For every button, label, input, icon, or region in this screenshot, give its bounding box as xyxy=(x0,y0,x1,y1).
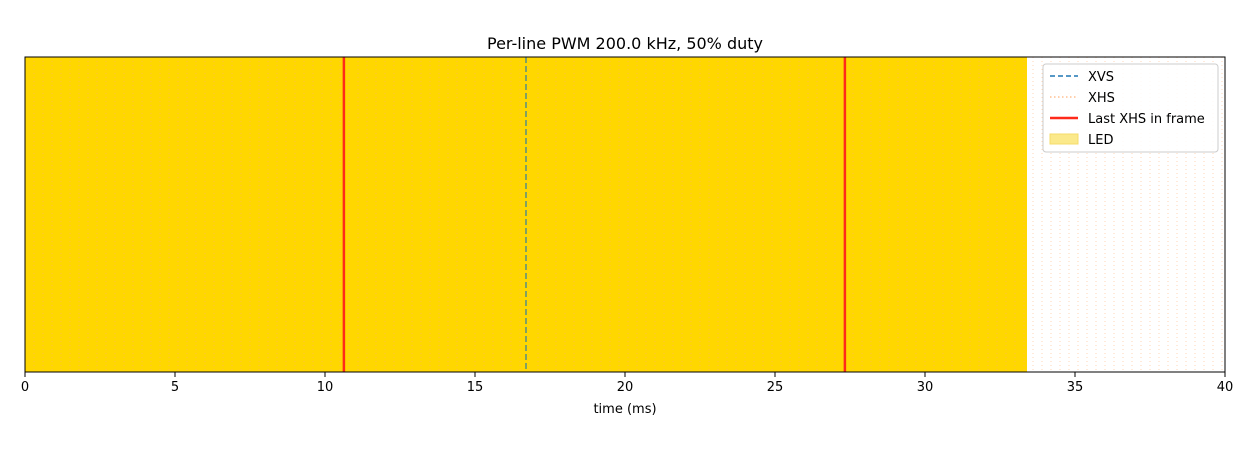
x-tick-label: 0 xyxy=(21,380,29,395)
x-tick-label: 25 xyxy=(767,380,784,395)
legend-label: Last XHS in frame xyxy=(1088,112,1205,127)
x-tick-label: 40 xyxy=(1217,380,1234,395)
x-tick-label: 15 xyxy=(467,380,484,395)
x-tick-label: 20 xyxy=(617,380,634,395)
x-axis-label: time (ms) xyxy=(593,402,656,417)
x-tick-label: 35 xyxy=(1067,380,1084,395)
x-tick-label: 10 xyxy=(317,380,334,395)
legend-label: XHS xyxy=(1088,91,1115,106)
legend: XVS XHS Last XHS in frame LED xyxy=(1042,63,1219,153)
x-tick-label: 30 xyxy=(917,380,934,395)
x-tick-label: 5 xyxy=(171,380,179,395)
legend-label: LED xyxy=(1088,133,1113,148)
legend-label: XVS xyxy=(1088,70,1114,85)
chart-title: Per-line PWM 200.0 kHz, 50% duty xyxy=(487,34,763,53)
legend-box xyxy=(1042,63,1219,153)
x-axis: 0 5 10 15 20 25 30 35 40 xyxy=(21,372,1233,395)
plot-area xyxy=(25,57,1223,372)
legend-swatch-led xyxy=(1049,133,1079,145)
